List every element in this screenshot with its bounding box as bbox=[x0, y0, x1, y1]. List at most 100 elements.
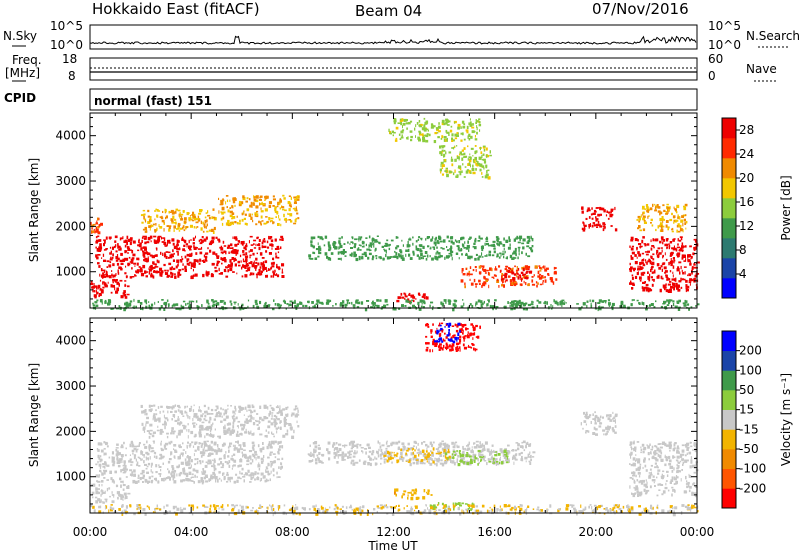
power-cell bbox=[279, 246, 282, 250]
velocity-cell bbox=[634, 487, 637, 491]
power-cell bbox=[448, 132, 450, 136]
power-cell bbox=[418, 256, 421, 260]
power-cell bbox=[173, 218, 177, 221]
power-cell bbox=[508, 238, 511, 243]
velocity-cell bbox=[349, 453, 352, 456]
power-cell bbox=[654, 206, 656, 210]
velocity-cell bbox=[174, 410, 177, 413]
velocity-cell bbox=[99, 442, 102, 445]
power-cell bbox=[344, 251, 347, 254]
velocity-cell bbox=[218, 449, 221, 452]
velocity-cell bbox=[521, 459, 524, 462]
power-cell bbox=[488, 244, 490, 247]
velocity-cell bbox=[241, 451, 243, 454]
velocity-cell bbox=[99, 460, 102, 463]
power-cell bbox=[422, 255, 424, 258]
velocity-cell bbox=[344, 444, 346, 448]
velocity-cell bbox=[120, 469, 122, 473]
power-cell bbox=[661, 238, 664, 241]
power-cell bbox=[201, 236, 204, 239]
velocity-cell bbox=[116, 484, 118, 488]
power-cell bbox=[122, 292, 126, 295]
power-cell bbox=[123, 293, 127, 297]
power-cell bbox=[581, 210, 584, 214]
velocity-cell bbox=[478, 461, 480, 464]
velocity-cell bbox=[678, 451, 680, 454]
power-cell bbox=[368, 244, 370, 249]
power-cell bbox=[288, 195, 291, 197]
velocity-cell bbox=[509, 450, 511, 454]
power-cell bbox=[423, 255, 426, 257]
power-cell bbox=[630, 247, 634, 251]
power-cell bbox=[530, 249, 534, 253]
velocity-cell bbox=[231, 428, 234, 432]
velocity-cell bbox=[651, 456, 655, 459]
power-cell bbox=[275, 216, 277, 218]
power-colorbar-swatch bbox=[722, 238, 736, 259]
power-cell bbox=[153, 239, 156, 243]
power-cell bbox=[524, 265, 528, 269]
velocity-cell bbox=[174, 450, 178, 453]
power-cell bbox=[475, 150, 478, 153]
power-cell bbox=[436, 250, 439, 254]
velocity-cell bbox=[235, 441, 238, 443]
velocity-cell bbox=[182, 449, 185, 451]
velocity-cell bbox=[170, 472, 172, 475]
power-cell bbox=[201, 240, 204, 243]
power-cell bbox=[423, 300, 426, 304]
power-cell bbox=[672, 227, 674, 230]
power-cell bbox=[253, 260, 255, 264]
velocity-cell bbox=[660, 450, 662, 453]
velocity-cell bbox=[157, 425, 159, 428]
velocity-cell bbox=[270, 470, 272, 474]
power-cell bbox=[457, 126, 460, 130]
power-cell bbox=[235, 238, 238, 241]
power-cell bbox=[474, 239, 477, 243]
power-cell bbox=[109, 246, 112, 249]
power-cell bbox=[437, 241, 440, 245]
power-cell bbox=[399, 296, 401, 299]
power-cell bbox=[99, 245, 102, 248]
velocity-cell bbox=[686, 480, 688, 483]
velocity-cell bbox=[631, 477, 634, 480]
velocity-cell bbox=[192, 418, 194, 422]
power-cell bbox=[188, 245, 192, 250]
velocity-cell bbox=[640, 491, 643, 495]
velocity-cell bbox=[283, 418, 285, 421]
power-cell bbox=[170, 209, 174, 213]
power-cell bbox=[108, 236, 112, 239]
velocity-cell bbox=[249, 481, 252, 483]
power-cell bbox=[268, 204, 272, 208]
power-cell bbox=[186, 259, 189, 263]
power-cell bbox=[330, 252, 334, 255]
power-cell bbox=[268, 252, 272, 255]
velocity-cell bbox=[676, 476, 679, 479]
power-cell bbox=[228, 222, 232, 226]
power-cell bbox=[646, 287, 650, 291]
power-cell bbox=[516, 266, 518, 270]
power-cell bbox=[216, 263, 219, 267]
power-cell bbox=[512, 279, 516, 284]
power-cell bbox=[510, 268, 513, 271]
power-cell bbox=[434, 243, 437, 247]
velocity-cell bbox=[177, 422, 180, 425]
velocity-cell bbox=[599, 422, 602, 425]
velocity-cell bbox=[335, 447, 338, 450]
power-cell bbox=[323, 244, 326, 247]
noise-panel: N.Sky 10^5 10^0 10^5 10^0 N.Search bbox=[3, 19, 800, 52]
velocity-cell bbox=[649, 468, 652, 471]
velocity-cell bbox=[102, 501, 105, 504]
power-cell bbox=[434, 132, 438, 135]
power-cell bbox=[516, 303, 520, 306]
power-cell bbox=[668, 243, 670, 246]
power-cell bbox=[673, 206, 675, 209]
power-cell bbox=[211, 240, 215, 244]
power-cell bbox=[491, 254, 495, 257]
power-cell bbox=[155, 223, 157, 226]
velocity-cell bbox=[179, 421, 183, 424]
velocity-cell bbox=[148, 480, 151, 483]
velocity-cell bbox=[226, 423, 230, 426]
power-region bbox=[500, 267, 532, 282]
velocity-cell bbox=[239, 445, 242, 449]
power-cell bbox=[642, 263, 645, 266]
